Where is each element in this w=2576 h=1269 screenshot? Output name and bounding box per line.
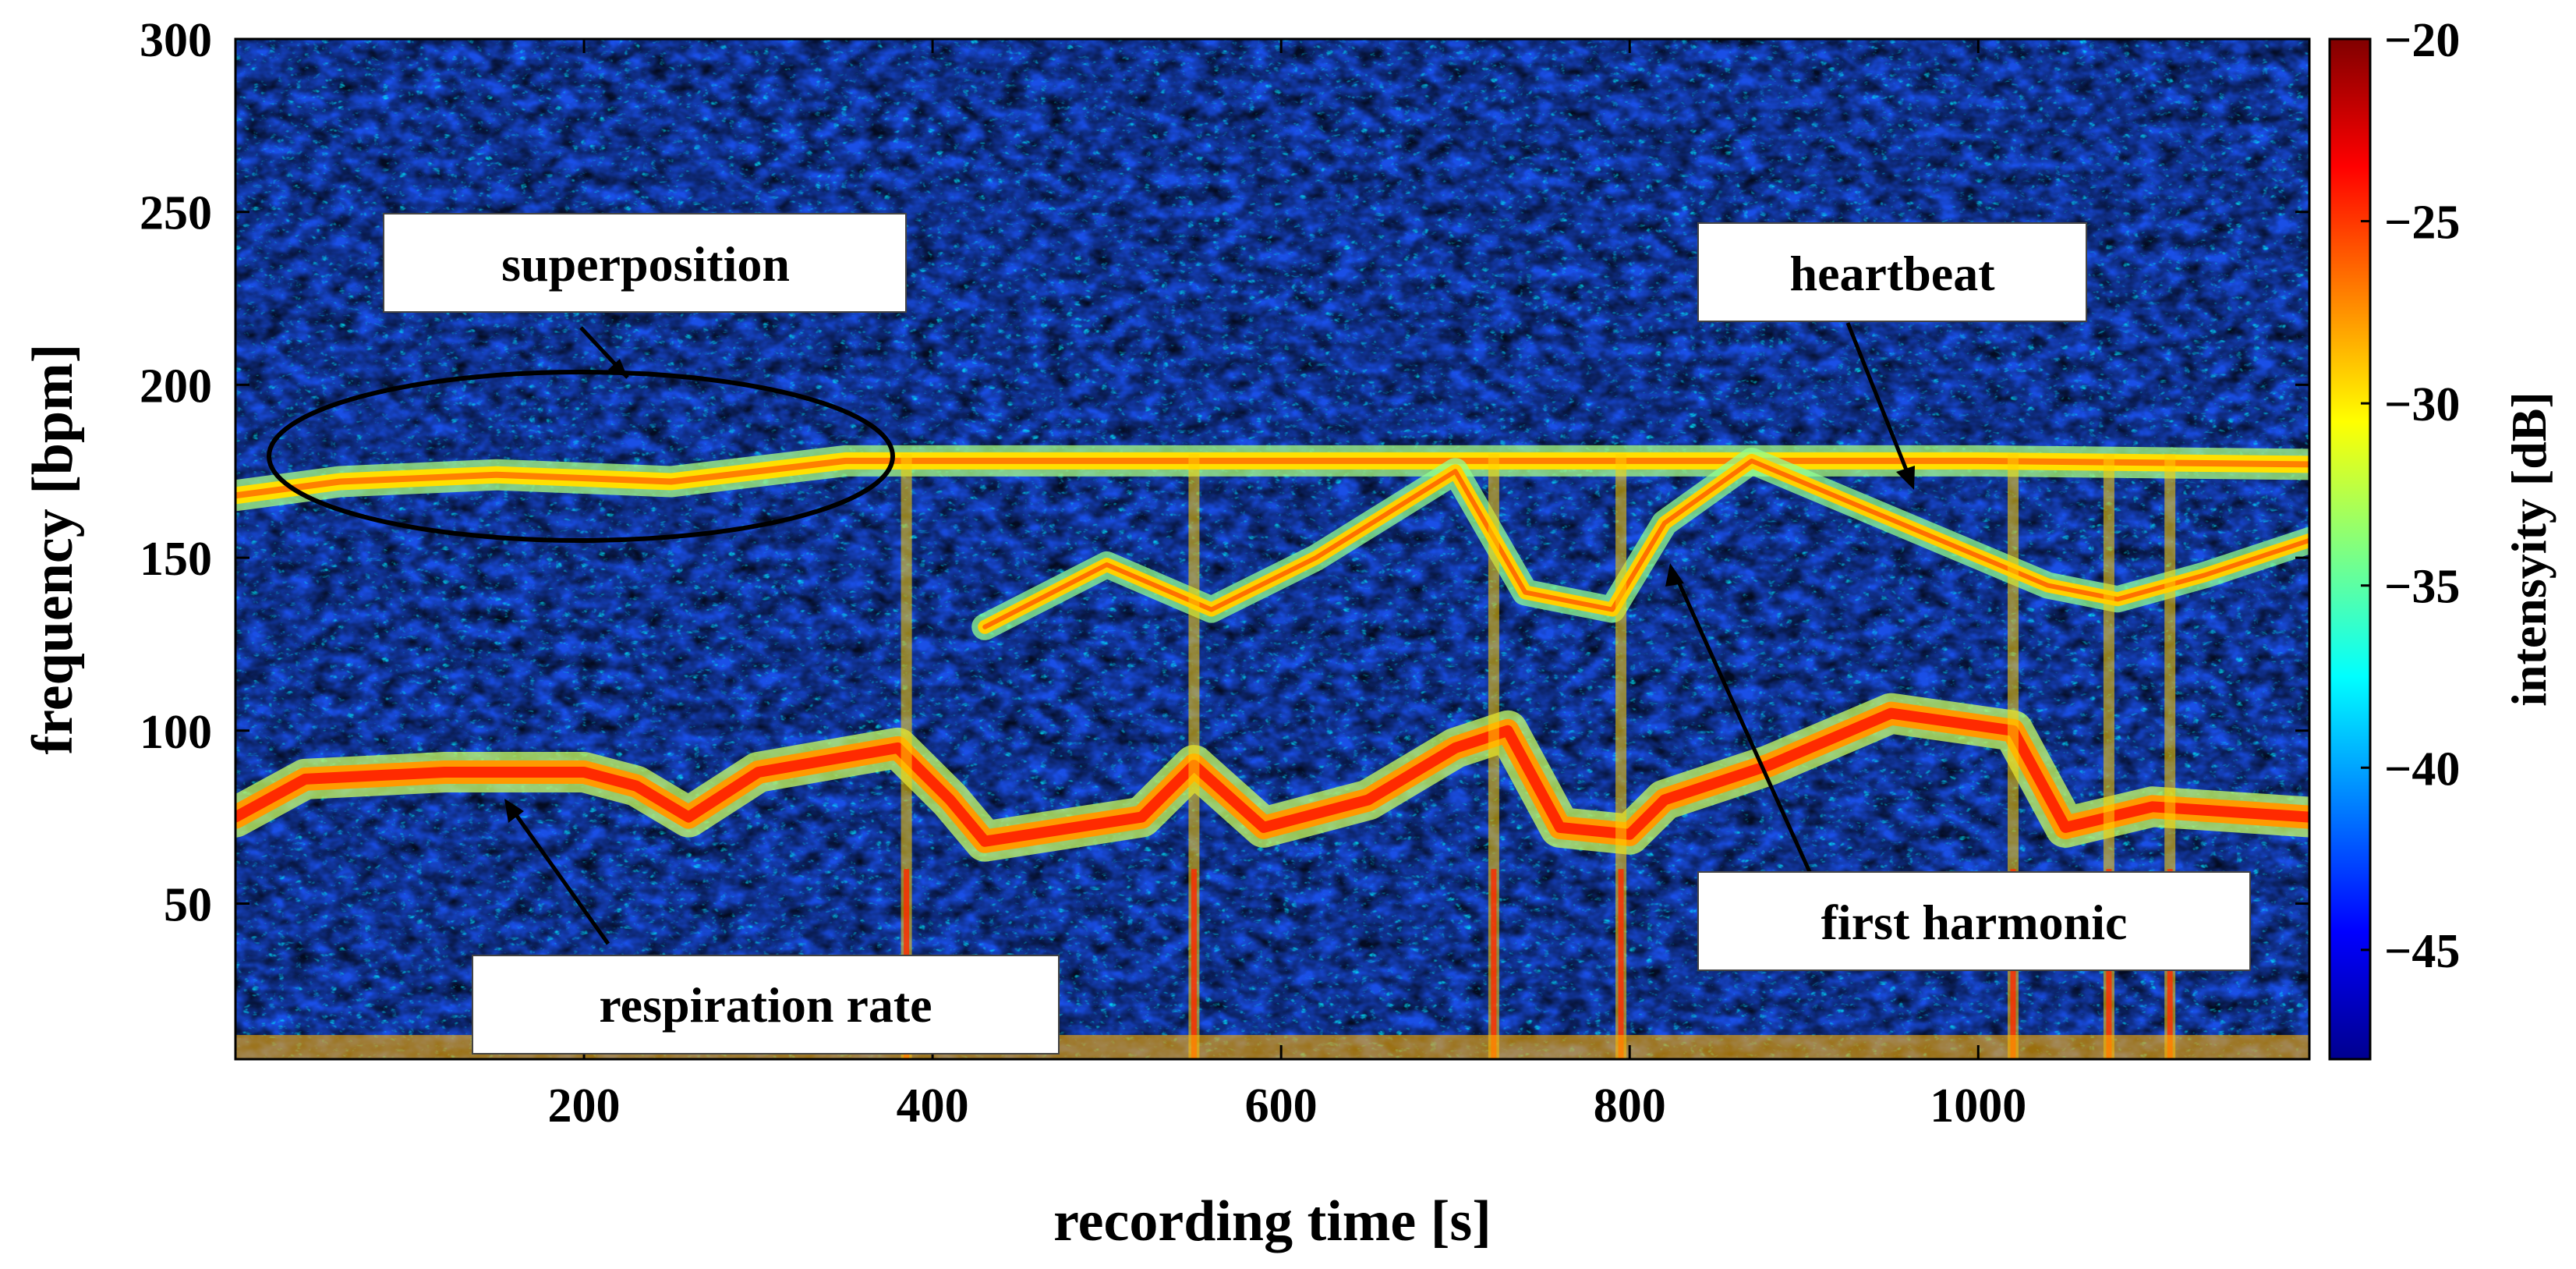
first-harmonic-core	[982, 458, 2309, 629]
plot-frame	[234, 37, 2311, 1061]
heartbeat-core	[235, 457, 2309, 499]
respiration-arrow	[508, 806, 610, 945]
first-harmonic-label: first harmonic	[1821, 895, 2128, 950]
respiration-arrowhead	[504, 799, 524, 823]
heartbeat-arrowhead	[1896, 466, 1915, 490]
superposition-label-box	[383, 213, 907, 313]
respiration-label-box	[472, 955, 1060, 1055]
colorbar-gradient	[2328, 37, 2372, 1061]
first-harmonic-arrowhead	[1665, 563, 1684, 587]
colorbar-tick-label: −30	[2384, 378, 2460, 431]
superposition-label: superposition	[501, 236, 790, 292]
x-axis-title: recording time [s]	[1053, 1189, 1491, 1253]
y-tick-label: 300	[140, 14, 212, 67]
y-tick-label: 50	[164, 878, 212, 931]
colorbar-label: intensyity [dB]	[2501, 392, 2557, 707]
annotation-superposition: superposition	[267, 213, 907, 543]
heartbeat-label-box	[1697, 222, 2087, 322]
colorbar-ticks: −20 −25 −30 −35 −40 −45	[2361, 14, 2460, 978]
colorbar-tick-label: −40	[2384, 743, 2460, 796]
annotation-heartbeat: heartbeat	[1697, 222, 2087, 490]
superposition-arrowhead	[608, 359, 628, 378]
colorbar-tick-label: −20	[2384, 14, 2460, 67]
x-tick-label: 400	[897, 1079, 969, 1133]
respiration-label: respiration rate	[599, 977, 932, 1033]
annotation-respiration-rate: respiration rate	[472, 799, 1060, 1055]
superposition-ellipse	[267, 370, 895, 543]
x-tick-label: 1000	[1930, 1079, 2026, 1133]
plot-area	[235, 39, 2309, 1059]
heartbeat-label: heartbeat	[1789, 246, 1995, 301]
signal-bands	[235, 445, 2309, 862]
y-tick-label: 250	[140, 187, 212, 240]
colorbar: −20 −25 −30 −35 −40 −45 intensyity [dB]	[2328, 14, 2557, 1061]
x-tick-label: 800	[1594, 1079, 1666, 1133]
heartbeat-arrow	[1845, 322, 1913, 480]
y-tick-label: 150	[140, 533, 212, 586]
y-tick-label: 200	[140, 360, 212, 413]
colorbar-tick-label: −45	[2384, 925, 2460, 978]
annotation-first-harmonic: first harmonic	[1665, 563, 2251, 971]
first-harmonic-arrow	[1672, 572, 1813, 875]
first-harmonic-label-box	[1697, 871, 2251, 971]
colorbar-tick-label: −25	[2384, 197, 2460, 250]
y-tick-label: 100	[140, 706, 212, 759]
x-axis: 200 400 600 800 1000	[548, 39, 2026, 1133]
x-tick-label: 200	[548, 1079, 621, 1133]
respiration-rate-core	[235, 707, 2309, 847]
y-axis: 50 100 150 200 250 300	[140, 14, 2309, 931]
colorbar-tick-label: −35	[2384, 561, 2460, 614]
x-tick-label: 600	[1245, 1079, 1318, 1133]
y-axis-title: frequency [bpm]	[21, 344, 85, 755]
